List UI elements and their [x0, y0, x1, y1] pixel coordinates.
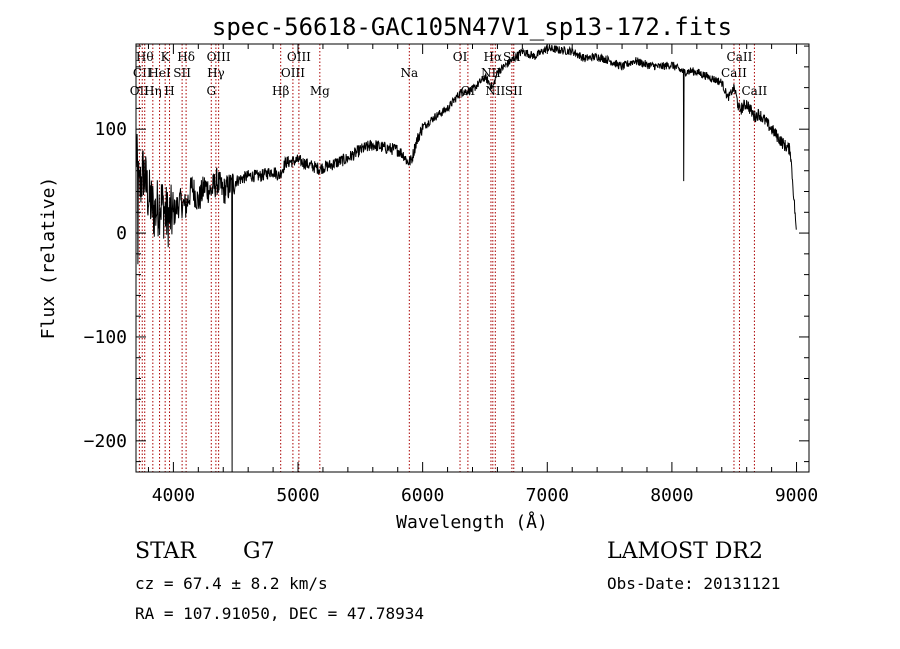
line-marker-label: K [161, 50, 171, 64]
x-tick-label: 8000 [650, 485, 693, 506]
x-tick-label: 4000 [152, 485, 195, 506]
line-marker-label: Hα [484, 50, 503, 64]
line-marker-label: OIII [207, 50, 231, 64]
line-marker-label: G [206, 84, 216, 98]
line-marker-label: CaII [727, 50, 753, 64]
line-markers: OIICIIHθHηHeIKHSIIHδGHγOIIIHβOIIIOIIIMgN… [130, 44, 768, 472]
coordinates: RA = 107.91050, DEC = 47.78934 [135, 604, 424, 623]
x-tick-label: 9000 [775, 485, 818, 506]
line-marker-label: OIII [287, 50, 311, 64]
y-tick-label: −200 [84, 431, 127, 452]
plot-frame [135, 43, 810, 473]
x-tick-label: 7000 [526, 485, 569, 506]
line-marker-label: Hβ [272, 84, 289, 98]
line-marker-label: CaII [721, 66, 747, 80]
y-axis-label: Flux (relative) [38, 177, 59, 340]
survey-label: LAMOST DR2 [607, 539, 763, 564]
y-tick-label: 100 [94, 119, 127, 140]
line-marker-label: Hη [144, 84, 162, 98]
y-tick-label: 0 [116, 223, 127, 244]
line-marker-label: H [164, 84, 174, 98]
x-axis-label: Wavelength (Å) [396, 511, 548, 533]
x-tick-label: 5000 [276, 485, 319, 506]
line-marker-label: Hδ [177, 50, 195, 64]
line-marker-label: SII [505, 84, 523, 98]
line-marker-label: SII [173, 66, 191, 80]
redshift-text: cz = 67.4 ± 8.2 km/s [135, 574, 328, 593]
y-axis: −200 −100 0 100 [84, 45, 809, 463]
object-class: STAR [135, 539, 196, 564]
line-marker-label: Na [400, 66, 418, 80]
line-marker-label: OI [453, 50, 468, 64]
line-marker-label: Hθ [136, 50, 154, 64]
x-tick-label: 6000 [401, 485, 444, 506]
line-marker-label: OIII [281, 66, 305, 80]
line-marker-label: CaII [741, 84, 767, 98]
line-marker-label: CII [133, 66, 152, 80]
line-marker-label: Mg [310, 84, 330, 98]
x-axis: 4000 5000 6000 7000 8000 9000 [147, 44, 818, 506]
line-marker-label: Hγ [207, 66, 225, 80]
spectrum-series [135, 43, 797, 473]
y-tick-label: −100 [84, 327, 127, 348]
object-subclass: G7 [243, 539, 275, 564]
obs-date: Obs-Date: 20131121 [607, 574, 781, 593]
chart-title: spec-56618-GAC105N47V1_sp13-172.fits [212, 13, 732, 41]
line-marker-label: NII [485, 84, 505, 98]
line-marker-label: HeI [148, 66, 171, 80]
spectrum-line [135, 43, 797, 473]
